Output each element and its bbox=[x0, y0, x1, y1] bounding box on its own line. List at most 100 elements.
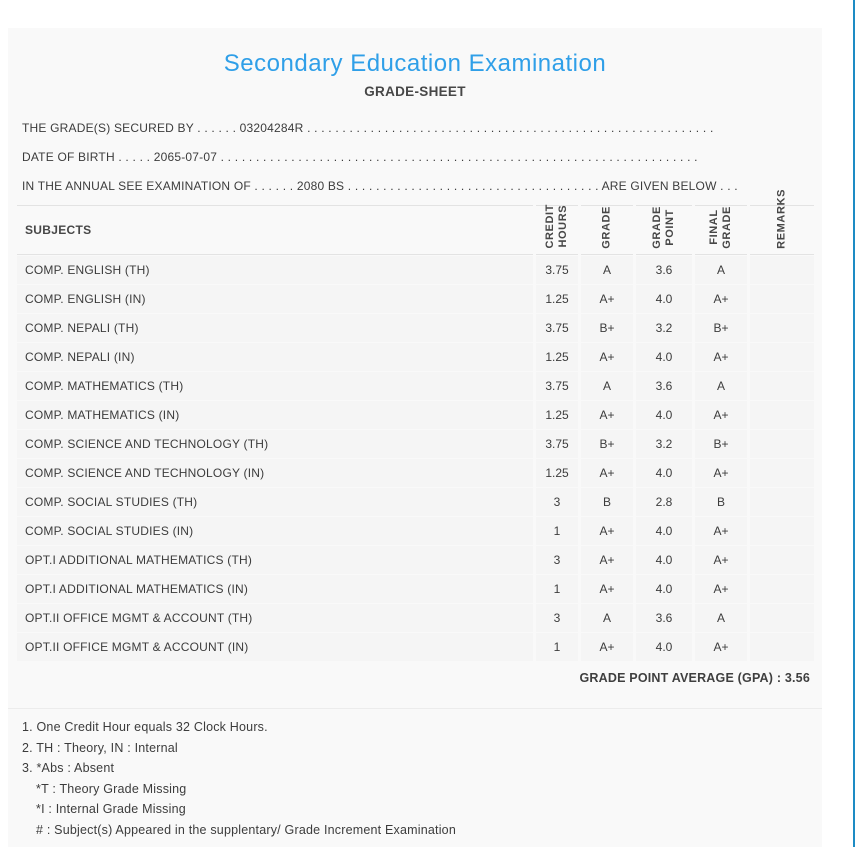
cell-final-grade: A+ bbox=[695, 633, 747, 661]
final-grade-label: FINAL GRADE bbox=[708, 206, 733, 249]
cell-final-grade: A+ bbox=[695, 575, 747, 603]
cell-credit-hours: 1.25 bbox=[536, 401, 578, 429]
cell-subject: COMP. SOCIAL STUDIES (IN) bbox=[17, 517, 533, 545]
table-row: COMP. NEPALI (TH) 3.75 B+ 3.2 B+ bbox=[17, 314, 814, 342]
cell-credit-hours: 1.25 bbox=[536, 285, 578, 313]
cell-subject: COMP. ENGLISH (TH) bbox=[17, 256, 533, 284]
note-credit-hour: 1. One Credit Hour equals 32 Clock Hours… bbox=[22, 720, 268, 734]
cell-remarks bbox=[750, 575, 814, 603]
grade-sheet-subtitle: GRADE-SHEET bbox=[364, 84, 466, 99]
gpa-total: GRADE POINT AVERAGE (GPA) : 3.56 bbox=[579, 671, 810, 685]
table-row: OPT.II OFFICE MGMT & ACCOUNT (IN) 1 A+ 4… bbox=[17, 633, 814, 661]
cell-subject: OPT.I ADDITIONAL MATHEMATICS (TH) bbox=[17, 546, 533, 574]
right-edge-accent-line bbox=[853, 0, 855, 847]
cell-remarks bbox=[750, 517, 814, 545]
cell-final-grade: A bbox=[695, 604, 747, 632]
cell-remarks bbox=[750, 488, 814, 516]
grade-sheet-card: Secondary Education Examination GRADE-SH… bbox=[8, 28, 822, 847]
cell-grade-point: 4.0 bbox=[636, 459, 692, 487]
cell-grade: B bbox=[581, 488, 633, 516]
cell-remarks bbox=[750, 285, 814, 313]
cell-remarks bbox=[750, 546, 814, 574]
cell-subject: COMP. SCIENCE AND TECHNOLOGY (TH) bbox=[17, 430, 533, 458]
cell-final-grade: A+ bbox=[695, 546, 747, 574]
cell-grade-point: 3.6 bbox=[636, 256, 692, 284]
table-row: COMP. NEPALI (IN) 1.25 A+ 4.0 A+ bbox=[17, 343, 814, 371]
note-internal-missing: *I : Internal Grade Missing bbox=[36, 802, 186, 816]
cell-grade: A bbox=[581, 256, 633, 284]
column-header-subjects: SUBJECTS bbox=[17, 205, 533, 255]
cell-final-grade: A bbox=[695, 256, 747, 284]
table-row: OPT.I ADDITIONAL MATHEMATICS (TH) 3 A+ 4… bbox=[17, 546, 814, 574]
cell-credit-hours: 3 bbox=[536, 546, 578, 574]
cell-subject: OPT.I ADDITIONAL MATHEMATICS (IN) bbox=[17, 575, 533, 603]
cell-subject: OPT.II OFFICE MGMT & ACCOUNT (IN) bbox=[17, 633, 533, 661]
table-row: COMP. ENGLISH (TH) 3.75 A 3.6 A bbox=[17, 256, 814, 284]
table-body: COMP. ENGLISH (TH) 3.75 A 3.6 A COMP. EN… bbox=[17, 256, 814, 661]
cell-grade: A bbox=[581, 372, 633, 400]
cell-credit-hours: 3.75 bbox=[536, 430, 578, 458]
student-info-block: THE GRADE(S) SECURED BY . . . . . . 0320… bbox=[22, 114, 808, 201]
note-th-in: 2. TH : Theory, IN : Internal bbox=[22, 740, 178, 755]
cell-grade: A+ bbox=[581, 459, 633, 487]
notes-divider bbox=[8, 708, 822, 709]
cell-grade: B+ bbox=[581, 314, 633, 342]
cell-final-grade: A+ bbox=[695, 285, 747, 313]
cell-remarks bbox=[750, 430, 814, 458]
cell-remarks bbox=[750, 372, 814, 400]
cell-credit-hours: 1.25 bbox=[536, 343, 578, 371]
cell-credit-hours: 1 bbox=[536, 633, 578, 661]
cell-credit-hours: 3.75 bbox=[536, 314, 578, 342]
cell-remarks bbox=[750, 604, 814, 632]
cell-grade: A+ bbox=[581, 285, 633, 313]
column-header-grade: GRADE bbox=[581, 205, 633, 255]
cell-grade-point: 4.0 bbox=[636, 575, 692, 603]
cell-final-grade: A+ bbox=[695, 401, 747, 429]
note-theory-missing: *T : Theory Grade Missing bbox=[36, 781, 187, 796]
cell-grade-point: 4.0 bbox=[636, 546, 692, 574]
column-header-remarks: REMARKS bbox=[750, 189, 814, 255]
info-line-exam-year: IN THE ANNUAL SEE EXAMINATION OF . . . .… bbox=[22, 179, 738, 193]
page-title: Secondary Education Examination bbox=[223, 50, 607, 77]
cell-grade: A+ bbox=[581, 401, 633, 429]
table-row: OPT.I ADDITIONAL MATHEMATICS (IN) 1 A+ 4… bbox=[17, 575, 814, 603]
cell-grade-point: 4.0 bbox=[636, 633, 692, 661]
info-line-symbol-number: THE GRADE(S) SECURED BY . . . . . . 0320… bbox=[22, 121, 714, 135]
cell-remarks bbox=[750, 343, 814, 371]
cell-subject: OPT.II OFFICE MGMT & ACCOUNT (TH) bbox=[17, 604, 533, 632]
cell-final-grade: B bbox=[695, 488, 747, 516]
cell-subject: COMP. ENGLISH (IN) bbox=[17, 285, 533, 313]
cell-grade: A+ bbox=[581, 343, 633, 371]
cell-final-grade: A+ bbox=[695, 517, 747, 545]
remarks-label: REMARKS bbox=[775, 189, 788, 249]
cell-final-grade: A+ bbox=[695, 459, 747, 487]
cell-subject: COMP. MATHEMATICS (TH) bbox=[17, 372, 533, 400]
cell-grade: A+ bbox=[581, 633, 633, 661]
cell-grade-point: 3.2 bbox=[636, 314, 692, 342]
table-row: COMP. SOCIAL STUDIES (IN) 1 A+ 4.0 A+ bbox=[17, 517, 814, 545]
cell-final-grade: B+ bbox=[695, 430, 747, 458]
cell-grade-point: 2.8 bbox=[636, 488, 692, 516]
cell-subject: COMP. SCIENCE AND TECHNOLOGY (IN) bbox=[17, 459, 533, 487]
cell-subject: COMP. NEPALI (TH) bbox=[17, 314, 533, 342]
cell-credit-hours: 1 bbox=[536, 517, 578, 545]
cell-grade-point: 3.2 bbox=[636, 430, 692, 458]
cell-credit-hours: 3 bbox=[536, 488, 578, 516]
footnotes: 1. One Credit Hour equals 32 Clock Hours… bbox=[22, 717, 808, 840]
cell-credit-hours: 3.75 bbox=[536, 372, 578, 400]
cell-grade-point: 4.0 bbox=[636, 517, 692, 545]
cell-remarks bbox=[750, 401, 814, 429]
table-row: COMP. SCIENCE AND TECHNOLOGY (IN) 1.25 A… bbox=[17, 459, 814, 487]
cell-grade-point: 3.6 bbox=[636, 604, 692, 632]
cell-grade-point: 4.0 bbox=[636, 401, 692, 429]
cell-credit-hours: 1 bbox=[536, 575, 578, 603]
grade-point-label: GRADE POINT bbox=[651, 206, 676, 249]
grades-table: SUBJECTS CREDIT HOURS GRADE GRADE POINT … bbox=[14, 189, 817, 662]
table-row: COMP. MATHEMATICS (IN) 1.25 A+ 4.0 A+ bbox=[17, 401, 814, 429]
cell-credit-hours: 3 bbox=[536, 604, 578, 632]
cell-remarks bbox=[750, 256, 814, 284]
cell-credit-hours: 1.25 bbox=[536, 459, 578, 487]
cell-subject: COMP. NEPALI (IN) bbox=[17, 343, 533, 371]
cell-final-grade: A+ bbox=[695, 343, 747, 371]
